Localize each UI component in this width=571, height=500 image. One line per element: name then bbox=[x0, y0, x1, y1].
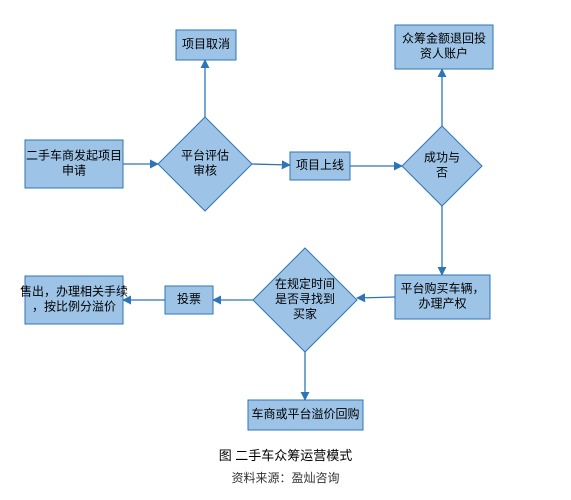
node-label: 成功与 bbox=[424, 151, 460, 165]
node-label: 资人账户 bbox=[420, 46, 468, 61]
node-start: 二手车商发起项目申请 bbox=[25, 140, 123, 188]
node-purchase: 平台购买车辆，办理产权 bbox=[395, 275, 490, 319]
edge bbox=[357, 297, 395, 298]
node-label: 项目上线 bbox=[296, 158, 344, 172]
node-label: 是否寻找到 bbox=[275, 292, 335, 306]
figure-source: 资料来源：盈灿咨询 bbox=[231, 470, 339, 485]
node-label: 申请 bbox=[62, 164, 86, 178]
node-label: 众筹金额退回投 bbox=[402, 31, 486, 46]
node-label: 否 bbox=[436, 166, 448, 180]
node-label: 二手车商发起项目 bbox=[26, 148, 122, 163]
node-label: 投票 bbox=[177, 291, 201, 306]
node-success: 成功与否 bbox=[402, 126, 482, 206]
node-label: 买家 bbox=[293, 306, 317, 321]
node-label: 平台评估 bbox=[181, 148, 229, 163]
edge bbox=[252, 164, 290, 165]
node-cancel: 项目取消 bbox=[176, 30, 236, 60]
node-label: 车商或平台溢价回购 bbox=[251, 406, 359, 421]
node-label: 售出，办理相关手续 bbox=[20, 284, 128, 299]
node-sold: 售出，办理相关手续，按比例分溢价 bbox=[20, 276, 128, 324]
node-refund: 众筹金额退回投资人账户 bbox=[395, 25, 493, 69]
node-label: ，按比例分溢价 bbox=[32, 300, 116, 314]
node-buyback: 车商或平台溢价回购 bbox=[248, 400, 363, 430]
node-vote: 投票 bbox=[165, 286, 213, 314]
node-eval: 平台评估审核 bbox=[158, 117, 252, 211]
node-label: 项目取消 bbox=[182, 37, 230, 51]
node-label: 在规定时间 bbox=[275, 276, 335, 291]
node-label: 审核 bbox=[193, 163, 217, 178]
node-online: 项目上线 bbox=[290, 152, 350, 180]
figure-title: 图 二手车众筹运营模式 bbox=[219, 448, 353, 463]
node-label: 办理产权 bbox=[418, 296, 466, 311]
node-label: 平台购买车辆， bbox=[400, 281, 484, 296]
node-findbuyer: 在规定时间是否寻找到买家 bbox=[253, 248, 357, 352]
